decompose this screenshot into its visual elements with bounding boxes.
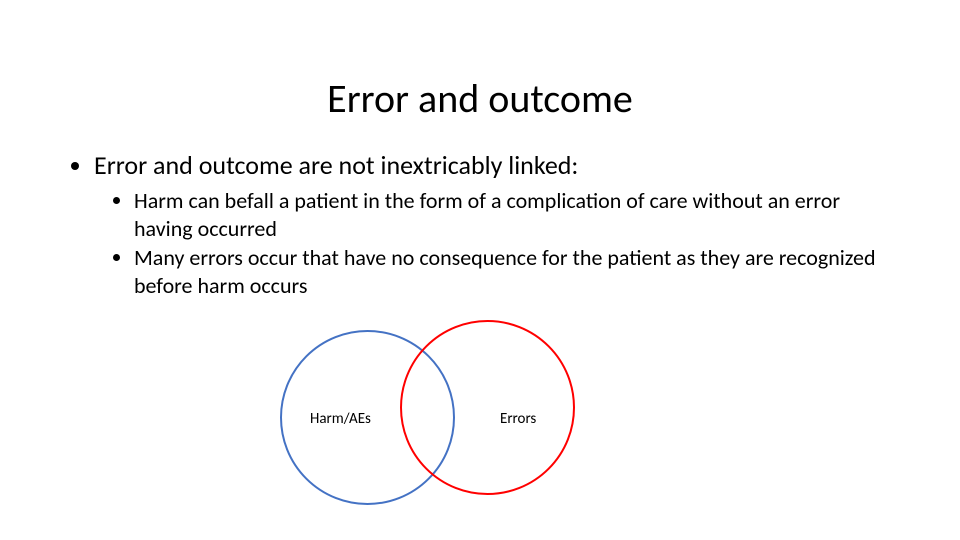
- bullet-l2b: Many errors occur that have no consequen…: [134, 244, 888, 299]
- slide-title: Error and outcome: [0, 74, 960, 123]
- venn-diagram: Harm/AEs Errors: [280, 320, 680, 520]
- bullet-list-level1: Error and outcome are not inextricably l…: [72, 150, 888, 299]
- bullet-l1: Error and outcome are not inextricably l…: [94, 150, 888, 299]
- venn-left-label: Harm/AEs: [310, 410, 371, 428]
- slide: Error and outcome Error and outcome are …: [0, 0, 960, 540]
- bullet-list-level2: Harm can befall a patient in the form of…: [94, 187, 888, 299]
- bullet-l2a: Harm can befall a patient in the form of…: [134, 187, 888, 242]
- slide-body: Error and outcome are not inextricably l…: [72, 150, 888, 303]
- bullet-l1-text: Error and outcome are not inextricably l…: [94, 149, 578, 181]
- venn-right-circle: [400, 320, 575, 495]
- venn-right-label: Errors: [500, 410, 536, 428]
